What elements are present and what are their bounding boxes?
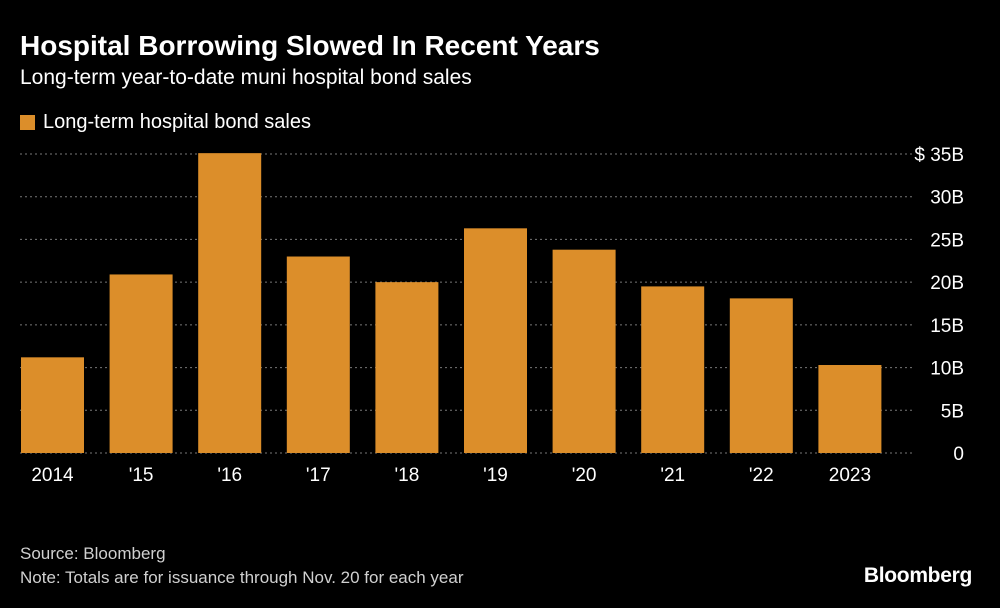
x-tick-label: 2014 [31,465,74,486]
y-tick-label: 30B [930,188,964,209]
bar [729,298,793,453]
bar [286,256,350,453]
legend-label: Long-term hospital bond sales [43,111,311,133]
bar [552,249,616,453]
x-tick-label: '18 [395,465,420,486]
x-tick-label: '16 [217,465,242,486]
y-tick-label: 20B [930,273,964,294]
bar [21,357,84,453]
source-text: Source: Bloomberg [20,544,166,563]
bar [109,274,173,453]
y-tick-label: 5B [941,401,964,422]
bar [464,228,527,453]
y-tick-label: 15B [930,316,964,337]
bar [375,282,439,453]
y-tick-label: $ 35B [914,145,964,166]
y-tick-label: 25B [930,230,964,251]
y-tick-label: 0 [953,444,964,465]
legend-swatch [20,115,35,130]
bar [818,365,882,453]
x-tick-label: '15 [129,465,154,486]
x-tick-label: '19 [483,465,508,486]
bar [641,286,705,453]
y-tick-label: 10B [930,359,964,380]
x-tick-label: 2023 [829,465,871,486]
legend: Long-term hospital bond sales [20,111,311,134]
chart-subtitle: Long-term year-to-date muni hospital bon… [20,66,472,89]
bloomberg-logo: Bloomberg [863,564,972,587]
note-text: Note: Totals are for issuance through No… [20,568,464,587]
chart-title: Hospital Borrowing Slowed In Recent Year… [20,30,600,61]
x-tick-label: '22 [749,465,774,486]
x-tick-label: '21 [660,465,685,486]
x-tick-label: '17 [306,465,331,486]
bar [198,153,262,453]
x-tick-label: '20 [572,465,597,486]
